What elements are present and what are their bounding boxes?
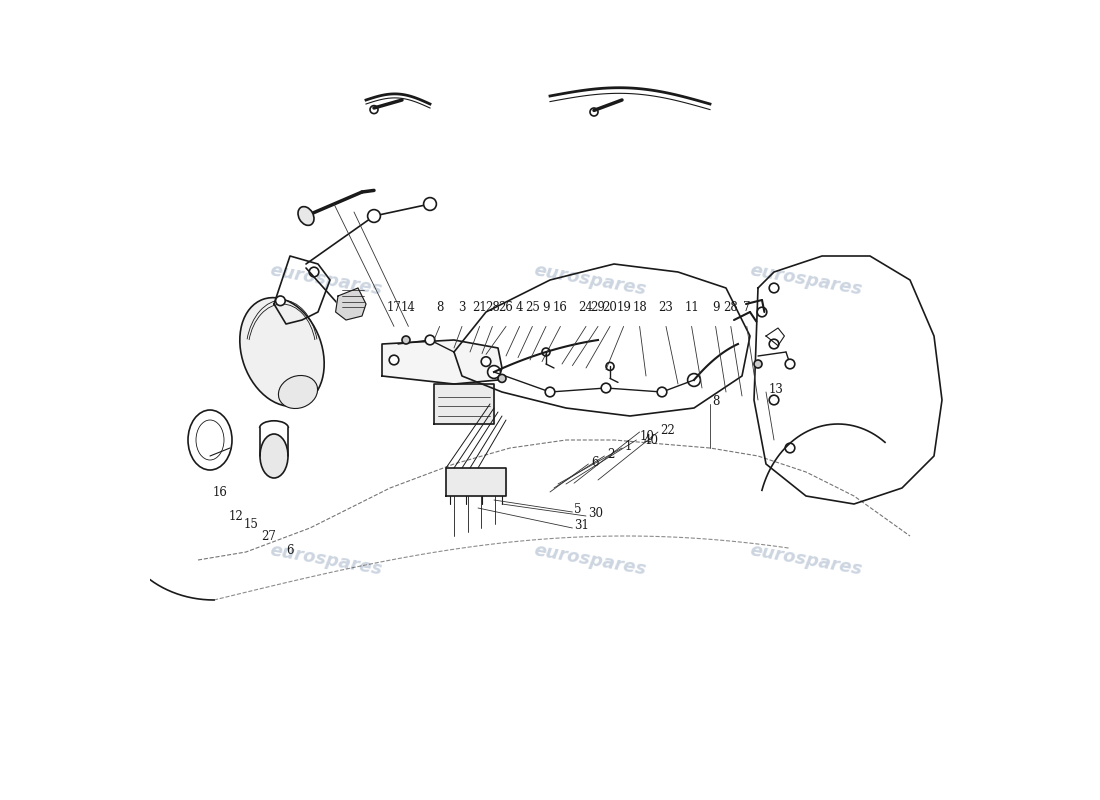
Text: 7: 7 <box>744 301 750 314</box>
Text: 9: 9 <box>542 301 550 314</box>
Text: 1: 1 <box>625 440 631 453</box>
Circle shape <box>389 355 399 365</box>
Text: 6: 6 <box>591 456 598 469</box>
Polygon shape <box>382 340 502 384</box>
Ellipse shape <box>260 434 288 478</box>
Circle shape <box>688 374 701 386</box>
Text: 8: 8 <box>713 395 719 408</box>
Text: 21: 21 <box>472 301 487 314</box>
Text: eurospares: eurospares <box>532 262 648 298</box>
Circle shape <box>785 359 795 369</box>
Text: 12: 12 <box>229 510 244 523</box>
Circle shape <box>487 366 500 378</box>
Circle shape <box>498 374 506 382</box>
Text: 28: 28 <box>485 301 499 314</box>
Text: 27: 27 <box>261 530 276 542</box>
Text: 28: 28 <box>724 301 738 314</box>
Text: 20: 20 <box>603 301 617 314</box>
Text: 30: 30 <box>588 507 604 520</box>
Text: 13: 13 <box>769 383 783 396</box>
Circle shape <box>769 395 779 405</box>
Text: 25: 25 <box>525 301 540 314</box>
Circle shape <box>276 296 285 306</box>
Text: 29: 29 <box>591 301 605 314</box>
Text: 8: 8 <box>436 301 443 314</box>
Text: eurospares: eurospares <box>268 542 384 578</box>
Text: 31: 31 <box>574 519 589 532</box>
Text: 26: 26 <box>498 301 514 314</box>
Circle shape <box>657 387 667 397</box>
Text: eurospares: eurospares <box>532 542 648 578</box>
Ellipse shape <box>240 298 324 406</box>
Text: 5: 5 <box>574 503 582 516</box>
Text: 10: 10 <box>639 430 654 442</box>
Text: 24: 24 <box>579 301 593 314</box>
Text: 3: 3 <box>459 301 465 314</box>
Polygon shape <box>434 384 494 424</box>
Circle shape <box>367 210 381 222</box>
Circle shape <box>602 383 610 393</box>
Circle shape <box>769 283 779 293</box>
Circle shape <box>546 387 554 397</box>
Text: 22: 22 <box>660 424 675 437</box>
Circle shape <box>754 360 762 368</box>
Polygon shape <box>336 288 366 320</box>
Text: 4: 4 <box>516 301 524 314</box>
Circle shape <box>785 443 795 453</box>
Text: 11: 11 <box>684 301 699 314</box>
Circle shape <box>426 335 434 345</box>
Circle shape <box>481 357 491 366</box>
Text: eurospares: eurospares <box>748 262 864 298</box>
Text: 23: 23 <box>659 301 673 314</box>
Polygon shape <box>446 468 506 496</box>
Text: eurospares: eurospares <box>748 542 864 578</box>
Circle shape <box>402 336 410 344</box>
Text: 9: 9 <box>712 301 719 314</box>
Text: 2: 2 <box>607 448 614 461</box>
Text: 19: 19 <box>616 301 631 314</box>
Text: 40: 40 <box>644 434 659 446</box>
Ellipse shape <box>278 375 318 409</box>
Text: 18: 18 <box>632 301 647 314</box>
Text: 6: 6 <box>286 544 294 557</box>
Circle shape <box>424 198 437 210</box>
Circle shape <box>309 267 319 277</box>
Text: eurospares: eurospares <box>268 262 384 298</box>
Text: 17: 17 <box>386 301 402 314</box>
Text: 14: 14 <box>402 301 416 314</box>
Text: 15: 15 <box>243 518 258 531</box>
Ellipse shape <box>298 206 314 226</box>
Text: 16: 16 <box>213 486 228 499</box>
Text: 16: 16 <box>553 301 568 314</box>
Circle shape <box>769 339 779 349</box>
